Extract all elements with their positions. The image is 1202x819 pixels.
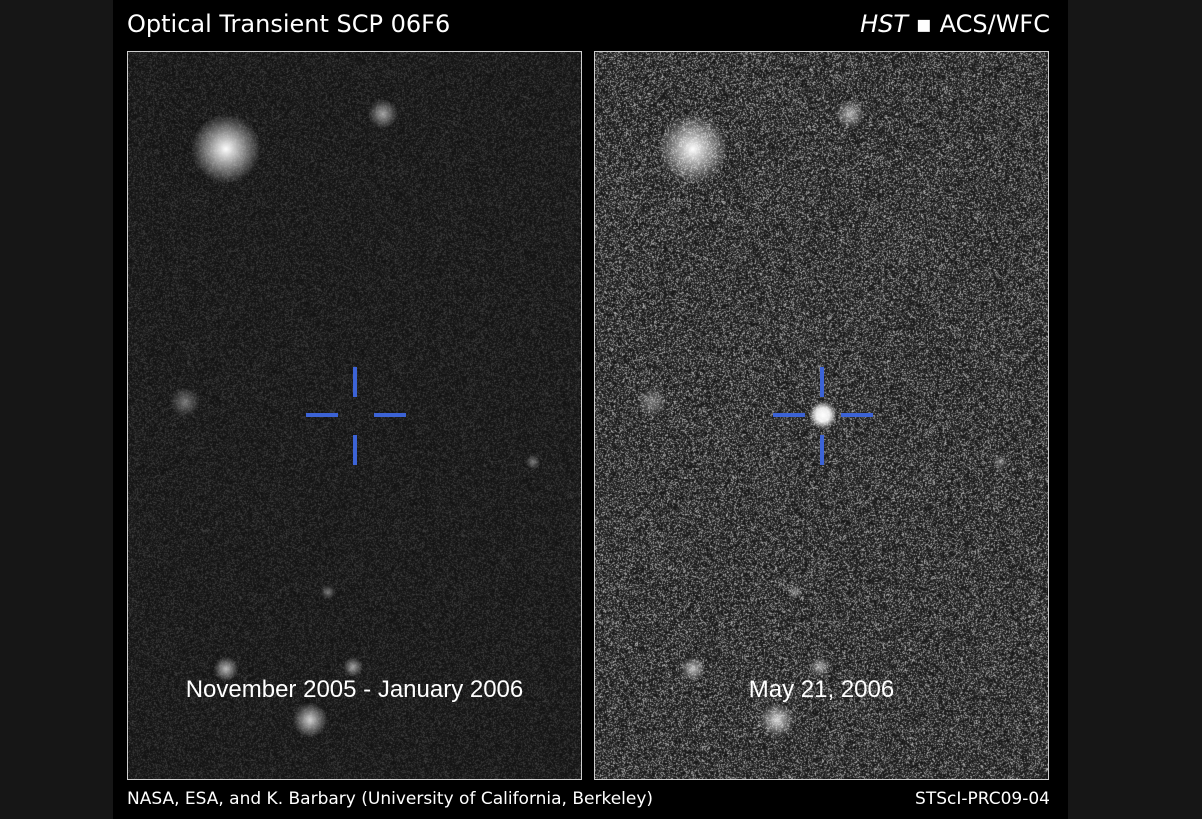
crosshair-tick — [306, 413, 338, 417]
separator: ▪ — [915, 10, 932, 38]
crosshair-tick — [353, 435, 357, 465]
instrument-label: HST ▪ ACS/WFC — [860, 10, 1050, 38]
release-id: STScI-PRC09-04 — [915, 789, 1050, 809]
crosshair-tick — [841, 413, 873, 417]
crosshair-tick — [820, 435, 824, 465]
crosshair-tick — [353, 367, 357, 397]
panel-before: November 2005 - January 2006 — [127, 51, 582, 780]
panel-caption: May 21, 2006 — [748, 676, 895, 703]
crosshair-tick — [773, 413, 805, 417]
image-title: Optical Transient SCP 06F6 — [127, 10, 451, 38]
credit-line: NASA, ESA, and K. Barbary (University of… — [127, 789, 654, 809]
crosshair-tick — [820, 367, 824, 397]
sky-image-after — [595, 52, 1048, 779]
panel-after: May 21, 2006 — [594, 51, 1049, 780]
sky-image-before — [128, 52, 581, 779]
crosshair-tick — [374, 413, 406, 417]
panel-caption: November 2005 - January 2006 — [185, 676, 524, 703]
telescope-name: HST — [860, 10, 909, 38]
camera-name: ACS/WFC — [939, 10, 1050, 38]
image-frame: Optical Transient SCP 06F6 HST ▪ ACS/WFC… — [113, 0, 1068, 819]
